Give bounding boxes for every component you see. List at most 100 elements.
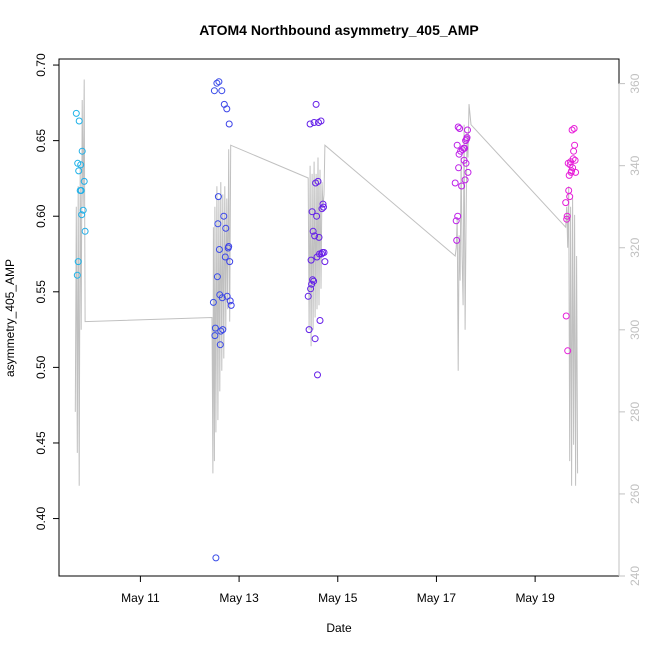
- data-point: [566, 193, 574, 201]
- data-point: [462, 159, 470, 167]
- data-point: [209, 298, 217, 306]
- x-axis-label: Date: [326, 621, 352, 635]
- y-tick-label: 0.50: [34, 355, 48, 379]
- data-point: [568, 167, 576, 175]
- data-point: [211, 332, 219, 340]
- data-point: [80, 177, 88, 185]
- series-line: [74, 79, 579, 486]
- data-point: [217, 327, 225, 335]
- data-point: [78, 211, 86, 219]
- y2-tick-label: 320: [628, 237, 642, 257]
- data-point: [214, 220, 222, 228]
- data-point: [563, 215, 571, 223]
- data-point: [221, 253, 229, 261]
- data-point: [570, 125, 578, 132]
- data-point: [214, 193, 222, 201]
- data-point: [321, 258, 329, 266]
- data-point: [455, 164, 463, 172]
- data-point: [451, 179, 459, 187]
- data-point: [310, 119, 318, 126]
- data-point: [225, 243, 233, 250]
- x-tick-label: May 19: [515, 591, 555, 605]
- data-point: [309, 276, 317, 284]
- data-point: [220, 212, 228, 220]
- data-point: [79, 206, 87, 214]
- data-point: [222, 224, 230, 232]
- data-point: [569, 155, 577, 163]
- data-point: [215, 78, 223, 86]
- x-axis: May 11 May 13 May 15 May 17 May 19: [121, 576, 555, 605]
- data-point: [453, 141, 461, 149]
- points-layer: [72, 78, 580, 562]
- data-point: [453, 236, 461, 244]
- data-point: [75, 117, 83, 125]
- data-point: [212, 554, 220, 562]
- data-point: [562, 199, 570, 207]
- x-tick-label: May 17: [417, 591, 457, 605]
- data-point: [72, 109, 80, 117]
- data-point: [314, 371, 321, 379]
- data-point: [73, 271, 81, 279]
- y-axis-label: asymmetry_405_AMP: [3, 259, 17, 377]
- data-point: [311, 232, 319, 240]
- y2-tick-label: 360: [628, 73, 642, 93]
- data-point: [77, 161, 85, 169]
- data-point: [570, 147, 578, 155]
- data-point: [81, 227, 89, 235]
- data-point: [564, 347, 572, 355]
- y2-tick-label: 280: [628, 402, 642, 422]
- y-tick-label: 0.55: [34, 280, 48, 304]
- data-point: [307, 285, 315, 293]
- data-point: [454, 212, 462, 220]
- data-point: [213, 273, 221, 281]
- data-point: [216, 341, 224, 349]
- data-point: [310, 277, 318, 285]
- y2-axis: 240 260 280 300 320 340 360: [618, 73, 642, 586]
- y-tick-label: 0.70: [34, 53, 48, 77]
- data-point: [568, 126, 576, 134]
- plot-frame: [58, 58, 620, 577]
- data-point: [304, 292, 312, 300]
- data-point: [320, 249, 328, 256]
- y-tick-label: 0.45: [34, 431, 48, 455]
- data-point: [218, 87, 226, 95]
- data-point: [315, 233, 323, 241]
- y-tick-label: 0.40: [34, 507, 48, 531]
- data-point: [572, 168, 580, 176]
- line-series-layer: [74, 79, 579, 486]
- data-point: [464, 168, 472, 176]
- data-point: [226, 297, 234, 305]
- data-point: [461, 144, 469, 152]
- data-point: [223, 105, 231, 113]
- y2-tick-label: 260: [628, 484, 642, 504]
- data-point: [306, 120, 314, 128]
- y-axis: 0.40 0.45 0.50 0.55 0.60 0.65 0.70: [34, 53, 59, 530]
- data-point: [317, 117, 325, 125]
- x-tick-label: May 11: [121, 591, 160, 605]
- data-point: [210, 87, 218, 95]
- data-point: [454, 123, 462, 131]
- data-point: [225, 120, 233, 128]
- x-tick-label: May 13: [219, 591, 259, 605]
- data-point: [312, 100, 320, 108]
- data-point: [311, 335, 319, 343]
- data-point: [320, 203, 327, 211]
- data-point: [314, 177, 322, 185]
- data-point: [316, 317, 324, 324]
- y2-tick-label: 300: [628, 319, 642, 339]
- data-point: [459, 146, 467, 154]
- data-point: [571, 156, 579, 164]
- data-point: [313, 212, 321, 220]
- y2-tick-label: 340: [628, 155, 642, 175]
- data-point: [563, 212, 571, 220]
- data-point: [78, 147, 86, 155]
- data-point: [213, 79, 221, 87]
- data-point: [571, 141, 579, 149]
- data-point: [463, 134, 471, 142]
- chart-title: ATOM4 Northbound asymmetry_405_AMP: [199, 22, 479, 38]
- data-point: [218, 294, 226, 302]
- data-point: [74, 258, 82, 266]
- data-point: [75, 167, 83, 175]
- y-tick-label: 0.60: [34, 204, 48, 228]
